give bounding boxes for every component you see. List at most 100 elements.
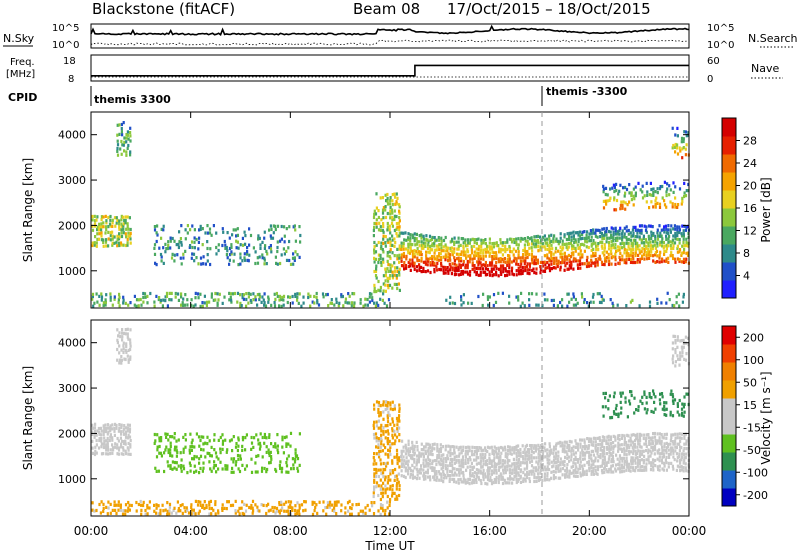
velocity-cell xyxy=(636,451,639,456)
power-cell xyxy=(563,251,566,255)
power-cell xyxy=(236,233,239,237)
power-cell xyxy=(447,259,450,263)
velocity-cell xyxy=(508,445,511,449)
power-cell xyxy=(682,234,685,238)
velocity-cell xyxy=(572,474,576,478)
power-cell xyxy=(578,262,582,266)
velocity-cell xyxy=(490,461,493,465)
power-cell xyxy=(111,234,114,238)
velocity-cell xyxy=(557,460,560,464)
power-cell xyxy=(671,146,674,150)
velocity-cell xyxy=(382,443,385,447)
velocity-cell xyxy=(440,459,443,463)
velocity-cell xyxy=(470,474,474,478)
power-cell xyxy=(377,279,380,284)
velocity-cell xyxy=(534,466,537,470)
velocity-cell xyxy=(479,446,483,450)
velocity-cell xyxy=(552,470,555,474)
power-cell xyxy=(449,253,452,257)
velocity-cell xyxy=(156,433,159,437)
power-cell xyxy=(263,292,266,296)
velocity-cell xyxy=(651,465,655,469)
power-cell xyxy=(372,228,375,233)
power-cell xyxy=(316,301,319,305)
velocity-cell xyxy=(177,509,180,513)
velocity-cell xyxy=(553,445,556,449)
velocity-cell xyxy=(267,509,270,513)
power-cell xyxy=(440,262,443,266)
velocity-cell xyxy=(140,503,143,507)
power-cell xyxy=(520,236,523,241)
power-cell xyxy=(676,205,679,209)
power-cell xyxy=(124,301,127,305)
power-cell xyxy=(672,143,675,148)
power-cell xyxy=(122,143,125,147)
velocity-cell xyxy=(625,445,628,450)
power-cell xyxy=(275,261,278,265)
power-cell xyxy=(409,268,412,272)
velocity-cell xyxy=(156,445,159,449)
power-cell xyxy=(208,227,212,231)
power-cell xyxy=(561,252,564,256)
velocity-cell xyxy=(681,347,684,351)
power-cell xyxy=(100,292,103,296)
velocity-cell xyxy=(623,437,626,441)
velocity-cell xyxy=(658,436,661,440)
power-cell xyxy=(153,228,157,232)
power-cell xyxy=(627,252,630,256)
velocity-cell xyxy=(493,477,496,482)
velocity-cell xyxy=(368,508,371,512)
velocity-cell xyxy=(676,432,679,436)
velocity-cell xyxy=(645,442,648,446)
power-cell xyxy=(535,242,538,246)
velocity-cell xyxy=(175,467,178,471)
velocity-cell xyxy=(682,466,685,470)
power-cell xyxy=(561,298,564,302)
velocity-cell xyxy=(371,504,374,508)
power-cell xyxy=(566,257,569,261)
velocity-cell xyxy=(111,438,114,442)
power-cell xyxy=(330,301,333,305)
power-cell xyxy=(104,225,107,229)
power-cell xyxy=(292,252,295,256)
velocity-cell xyxy=(553,455,556,459)
velocity-cell xyxy=(411,447,414,451)
velocity-cell xyxy=(174,445,177,449)
velocity-cell xyxy=(684,335,687,339)
power-cell xyxy=(161,304,164,308)
velocity-cell xyxy=(127,500,130,505)
power-cell xyxy=(528,303,531,307)
velocity-cell xyxy=(340,503,343,507)
power-cell xyxy=(634,228,637,232)
power-cell xyxy=(442,271,445,275)
velocity-cell xyxy=(105,505,108,509)
power-cell xyxy=(270,303,273,307)
power-cell xyxy=(576,301,579,305)
velocity-cell xyxy=(377,437,380,441)
power-cell xyxy=(621,238,624,242)
power-cell xyxy=(676,246,679,251)
power-cell xyxy=(654,246,657,250)
velocity-cell xyxy=(268,451,271,455)
power-cell xyxy=(674,196,677,200)
velocity-cell xyxy=(396,497,399,501)
power-cell xyxy=(534,255,537,259)
velocity-cell xyxy=(126,436,129,440)
power-cell xyxy=(397,221,400,225)
velocity-cell xyxy=(346,501,350,505)
power-cell xyxy=(126,130,129,134)
power-cell xyxy=(455,252,459,256)
velocity-cell xyxy=(449,448,452,452)
velocity-cell xyxy=(477,475,480,479)
velocity-cell xyxy=(384,452,387,456)
power-cell xyxy=(524,239,527,243)
power-cell xyxy=(487,303,490,307)
power-cell xyxy=(216,303,219,307)
power-cell xyxy=(438,238,441,242)
velocity-cell xyxy=(632,451,635,456)
velocity-cell xyxy=(425,458,428,462)
power-cell xyxy=(126,238,129,242)
power-cell xyxy=(568,234,571,238)
power-cell xyxy=(678,187,682,191)
